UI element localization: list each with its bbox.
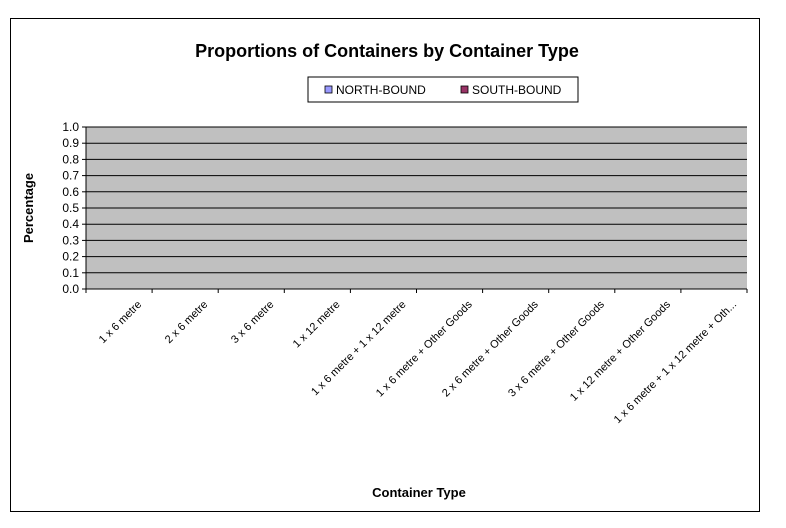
y-axis-label: Percentage <box>21 173 36 243</box>
category-label: 1 x 6 metre + 1 x 12 metre + Oth... <box>612 299 739 426</box>
legend-label-north-bound: NORTH-BOUND <box>336 83 426 97</box>
legend-swatch-south-bound <box>460 85 469 94</box>
legend-box <box>307 76 579 103</box>
category-label: 1 x 6 metre <box>97 299 144 346</box>
chart-frame: Proportions of Containers by Container T… <box>10 18 760 512</box>
x-tick-marks <box>85 289 748 293</box>
y-tick-label: 0.2 <box>62 250 79 264</box>
y-tick-label: 0.0 <box>62 282 79 296</box>
y-tick-label: 0.3 <box>62 233 79 247</box>
y-tick-label: 0.9 <box>62 136 79 150</box>
legend-swatch-north-bound <box>324 85 333 94</box>
y-tick-label: 0.5 <box>62 201 79 215</box>
y-tick-label: 0.6 <box>62 185 79 199</box>
y-tick-label: 0.1 <box>62 266 79 280</box>
chart-title: Proportions of Containers by Container T… <box>195 41 579 61</box>
y-tick-label: 0.7 <box>62 169 79 183</box>
gridlines <box>86 126 747 274</box>
category-label: 1 x 12 metre <box>291 299 343 351</box>
category-label: 3 x 6 metre <box>229 299 276 346</box>
y-tick-labels: 0.0 0.1 0.2 0.3 0.4 0.5 0.6 0.7 0.8 0.9 1.0 <box>62 120 86 296</box>
x-axis-label: Container Type <box>372 485 466 500</box>
legend: NORTH-BOUND SOUTH-BOUND <box>307 76 579 103</box>
category-labels: 1 x 6 metre 2 x 6 metre 3 x 6 metre 1 x 12 … <box>97 298 739 426</box>
y-tick-label: 0.8 <box>62 152 79 166</box>
chart-svg: Proportions of Containers by Container T… <box>21 41 748 500</box>
y-tick-label: 0.4 <box>62 217 79 231</box>
y-tick-label: 1.0 <box>62 120 79 134</box>
category-label: 2 x 6 metre <box>163 299 210 346</box>
legend-label-south-bound: SOUTH-BOUND <box>472 83 562 97</box>
